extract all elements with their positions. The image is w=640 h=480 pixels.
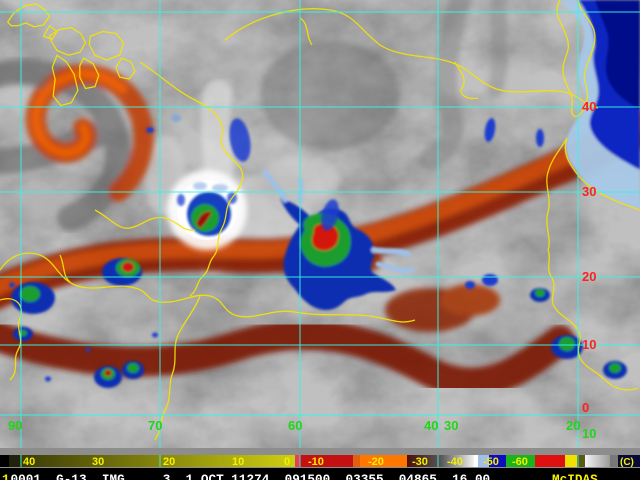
svg-text:70: 70 <box>148 418 162 433</box>
svg-text:0001 G-13 IMG 3 1 OCT 1: 0001 G-13 IMG 3 1 OCT 11274 091500 03355… <box>11 472 491 480</box>
svg-text:20: 20 <box>566 418 580 433</box>
svg-text:40: 40 <box>582 99 596 114</box>
svg-text:-30: -30 <box>412 456 428 468</box>
svg-text:20: 20 <box>163 456 175 468</box>
svg-text:60: 60 <box>288 418 302 433</box>
svg-text:30: 30 <box>92 456 104 468</box>
svg-text:-40: -40 <box>447 456 463 468</box>
svg-text:10: 10 <box>582 337 596 352</box>
svg-text:30: 30 <box>582 184 596 199</box>
svg-text:-10: -10 <box>308 456 324 468</box>
svg-text:-20: -20 <box>368 456 384 468</box>
svg-text:-50: -50 <box>483 456 499 468</box>
svg-text:40: 40 <box>23 456 35 468</box>
svg-text:20: 20 <box>582 269 596 284</box>
svg-text:McIDAS: McIDAS <box>552 472 598 480</box>
svg-text:1: 1 <box>2 472 10 480</box>
svg-text:(C): (C) <box>620 457 634 468</box>
svg-text:10: 10 <box>232 456 244 468</box>
svg-text:-60: -60 <box>512 456 528 468</box>
svg-text:90: 90 <box>8 418 22 433</box>
svg-text:0: 0 <box>284 456 290 468</box>
svg-text:10: 10 <box>582 426 596 441</box>
svg-text:40: 40 <box>424 418 438 433</box>
svg-text:30: 30 <box>444 418 458 433</box>
svg-text:0: 0 <box>582 400 589 415</box>
